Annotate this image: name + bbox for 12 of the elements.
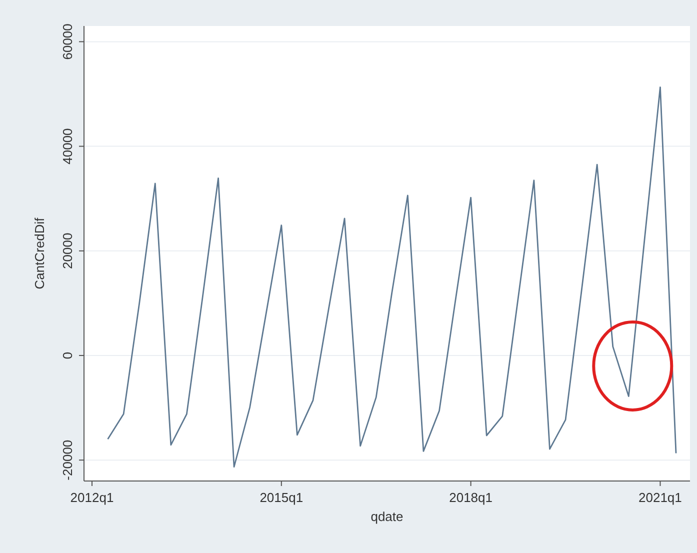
x-tick-label: 2018q1 <box>449 490 493 505</box>
y-tick-label: -20000 <box>60 440 75 480</box>
line-series <box>107 86 677 468</box>
y-axis-title: CantCredDif <box>32 217 47 290</box>
y-tick-label: 0 <box>60 352 75 360</box>
y-tick-label: 20000 <box>60 232 75 269</box>
x-tick-label: 2012q1 <box>70 490 114 505</box>
y-tick-label: 40000 <box>60 128 75 164</box>
x-tick-label: 2021q1 <box>638 490 682 505</box>
x-tick-label: 2015q1 <box>260 490 304 505</box>
x-axis-title: qdate <box>370 509 404 524</box>
y-tick-label: 60000 <box>60 24 75 60</box>
